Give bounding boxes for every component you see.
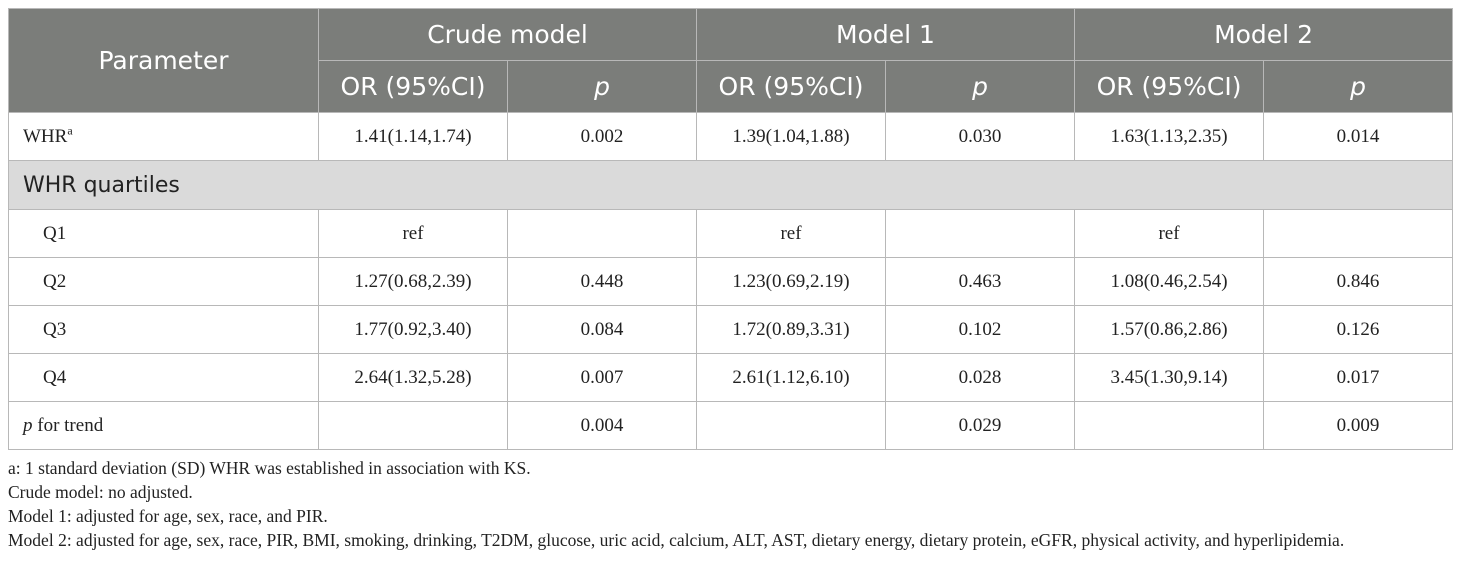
table-cell: 2.64(1.32,5.28) — [318, 353, 508, 402]
table-cell: 0.014 — [1263, 112, 1454, 161]
row-label: WHRa — [8, 112, 319, 161]
footnote: Model 2: adjusted for age, sex, race, PI… — [8, 530, 1345, 550]
row-label: p for trend — [8, 401, 319, 450]
table-header: Parameter Crude model Model 1 Model 2 OR… — [8, 8, 1454, 113]
p-header: p — [884, 60, 1076, 113]
table-cell — [1263, 209, 1454, 258]
results-table-container: Parameter Crude model Model 1 Model 2 OR… — [7, 8, 1454, 552]
table-cell: 0.448 — [507, 257, 697, 306]
row-label: Q2 — [8, 257, 319, 306]
model-1-header: Model 1 — [695, 8, 1076, 61]
p-symbol: p — [23, 414, 33, 436]
table-cell: 0.004 — [507, 401, 697, 450]
table-footnotes: a: 1 standard deviation (SD) WHR was est… — [8, 456, 1452, 552]
table-cell: 0.846 — [1263, 257, 1454, 306]
row-label: Q4 — [8, 353, 319, 402]
table-cell: 1.27(0.68,2.39) — [318, 257, 508, 306]
parameter-header: Parameter — [8, 8, 319, 113]
table-cell: 0.463 — [884, 257, 1076, 306]
row-label: Q1 — [8, 209, 319, 258]
p-header: p — [507, 60, 697, 113]
or-ci-header: OR (95%CI) — [696, 60, 886, 113]
p-header: p — [1263, 60, 1454, 113]
table-cell: 2.61(1.12,6.10) — [696, 353, 886, 402]
table-cell: 0.007 — [507, 353, 697, 402]
table-row: Q4 2.64(1.32,5.28) 0.007 2.61(1.12,6.10)… — [8, 353, 1454, 402]
table-cell: 0.009 — [1263, 401, 1454, 450]
table-cell: 0.126 — [1263, 305, 1454, 354]
table-cell: ref — [696, 209, 886, 258]
table-cell: 0.017 — [1263, 353, 1454, 402]
footnote-marker: a — [67, 123, 73, 138]
row-label: Q3 — [8, 305, 319, 354]
row-label-text: for trend — [32, 414, 104, 436]
table-cell: 1.63(1.13,2.35) — [1074, 112, 1265, 161]
table-cell: 0.084 — [507, 305, 697, 354]
table-cell — [884, 209, 1076, 258]
or-ci-header: OR (95%CI) — [318, 60, 508, 113]
table-cell: 0.029 — [884, 401, 1076, 450]
odds-ratio-table: Parameter Crude model Model 1 Model 2 OR… — [7, 8, 1454, 450]
section-label: WHR quartiles — [7, 160, 1454, 210]
table-cell: 0.028 — [884, 353, 1076, 402]
table-cell — [696, 401, 886, 450]
table-cell: 1.08(0.46,2.54) — [1074, 257, 1265, 306]
table-cell — [318, 401, 508, 450]
table-row: p for trend 0.004 0.029 0.009 — [8, 401, 1454, 450]
or-ci-header: OR (95%CI) — [1074, 60, 1265, 113]
table-cell: 0.102 — [884, 305, 1076, 354]
footnote: Model 1: adjusted for age, sex, race, an… — [8, 506, 328, 526]
row-label-text: WHR — [23, 125, 68, 147]
footnote: Crude model: no adjusted. — [8, 482, 193, 502]
table-cell: 0.002 — [507, 112, 697, 161]
table-cell — [1074, 401, 1265, 450]
table-cell: 1.39(1.04,1.88) — [696, 112, 886, 161]
table-row: WHRa 1.41(1.14,1.74) 0.002 1.39(1.04,1.8… — [8, 112, 1454, 161]
table-cell: 1.23(0.69,2.19) — [696, 257, 886, 306]
table-cell: 3.45(1.30,9.14) — [1074, 353, 1265, 402]
table-cell: 0.030 — [884, 112, 1076, 161]
crude-model-header: Crude model — [318, 8, 697, 61]
table-cell: 1.72(0.89,3.31) — [696, 305, 886, 354]
table-row: Q3 1.77(0.92,3.40) 0.084 1.72(0.89,3.31)… — [8, 305, 1454, 354]
table-cell: 1.41(1.14,1.74) — [318, 112, 508, 161]
table-row: Q2 1.27(0.68,2.39) 0.448 1.23(0.69,2.19)… — [8, 257, 1454, 306]
table-cell: ref — [1074, 209, 1265, 258]
model-2-header: Model 2 — [1074, 8, 1454, 61]
table-cell: 1.77(0.92,3.40) — [318, 305, 508, 354]
table-body: WHRa 1.41(1.14,1.74) 0.002 1.39(1.04,1.8… — [7, 112, 1454, 450]
table-cell: 1.57(0.86,2.86) — [1074, 305, 1265, 354]
footnote: a: 1 standard deviation (SD) WHR was est… — [8, 458, 531, 478]
section-row: WHR quartiles — [7, 160, 1454, 210]
table-cell — [507, 209, 697, 258]
table-cell: ref — [318, 209, 508, 258]
table-row: Q1 ref ref ref — [8, 209, 1454, 258]
